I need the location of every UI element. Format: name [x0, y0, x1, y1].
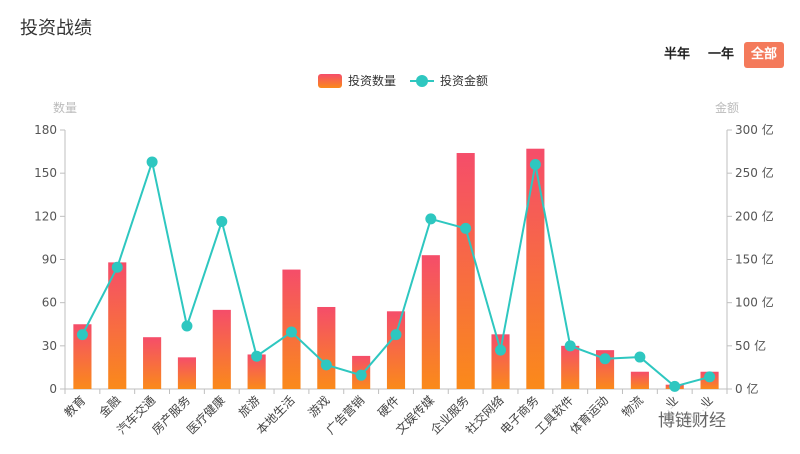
y-right-tick-label: 250 亿 — [735, 165, 774, 180]
watermark-text: 博链财经 — [654, 406, 730, 431]
y-right-tick-label: 50 亿 — [735, 338, 766, 353]
amount-point-本地生活 — [285, 326, 297, 338]
amount-point-游戏 — [320, 359, 332, 371]
x-tick-label: 硬件 — [375, 393, 402, 420]
amount-point-文娱传媒 — [425, 213, 437, 225]
y-axis-right-label: 金额 — [715, 100, 739, 115]
y-left-tick-label: 120 — [34, 209, 57, 223]
all-button[interactable]: 全部 — [744, 42, 784, 68]
half-year-button[interactable]: 半年 — [663, 47, 690, 62]
bar-文娱传媒 — [421, 255, 440, 389]
amount-point-工具软件 — [564, 340, 576, 352]
legend-bar-swatch — [318, 74, 342, 88]
bar-社交网络 — [491, 334, 510, 389]
y-left-tick-label: 90 — [42, 253, 57, 267]
y-right-tick-label: 200 亿 — [735, 208, 774, 223]
bar-旅游 — [247, 354, 266, 389]
amount-point-…业 — [669, 380, 681, 392]
y-right-tick-label: 100 亿 — [735, 295, 774, 310]
x-tick-label: 体育运动 — [567, 393, 612, 438]
page-title: 投资战绩 — [20, 18, 92, 39]
y-left-tick-label: 150 — [34, 166, 57, 180]
bar-硬件 — [386, 311, 406, 389]
y-left-tick-label: 0 — [49, 382, 57, 396]
x-tick-label: 金融 — [96, 393, 124, 421]
y-right-tick-label: 0 亿 — [735, 381, 758, 396]
amount-point-社交网络 — [495, 344, 507, 356]
bar-企业服务 — [456, 153, 475, 389]
bar-物流 — [630, 371, 649, 389]
x-tick-label: 教育 — [61, 393, 89, 421]
amount-point-物流 — [634, 351, 646, 363]
y-axis-left-label: 数量 — [53, 100, 77, 115]
y-left-tick-label: 60 — [42, 296, 57, 310]
legend-label-amount: 投资金额 — [440, 74, 489, 88]
y-left-tick-label: 30 — [42, 339, 57, 353]
amount-point-金融 — [111, 261, 123, 273]
amount-point-医疗健康 — [216, 216, 228, 228]
bar-游戏 — [317, 306, 336, 389]
amount-point-新…业 — [704, 371, 716, 383]
bar-工具软件 — [561, 345, 580, 389]
bar-医疗健康 — [212, 309, 231, 389]
y-right-tick-label: 300 亿 — [735, 122, 774, 137]
x-tick-label: 旅游 — [236, 393, 263, 420]
x-tick-label: 本地生活 — [254, 393, 298, 437]
amount-point-旅游 — [251, 350, 263, 362]
amount-point-电子商务 — [529, 159, 541, 171]
bar-电子商务 — [526, 148, 545, 389]
y-right-tick-label: 150 亿 — [735, 252, 774, 267]
bar-汽车交通 — [143, 337, 162, 389]
bar-教育 — [73, 324, 92, 389]
bar-房产服务 — [177, 357, 197, 389]
amount-point-企业服务 — [460, 222, 472, 234]
amount-point-房产服务 — [181, 320, 193, 332]
amount-point-广告营销 — [355, 369, 367, 381]
legend-line-swatch — [410, 75, 434, 87]
x-tick-label: 游戏 — [306, 393, 333, 420]
x-tick-label: 医疗健康 — [183, 393, 228, 438]
x-tick-label: 物流 — [619, 393, 646, 420]
bar-金融 — [108, 262, 127, 389]
amount-point-体育运动 — [599, 353, 611, 365]
amount-point-硬件 — [390, 329, 402, 341]
amount-point-教育 — [76, 329, 88, 341]
y-left-tick-label: 180 — [34, 123, 57, 137]
amount-point-汽车交通 — [146, 156, 158, 168]
x-tick-label: 广告营销 — [323, 393, 367, 437]
legend-label-count: 投资数量 — [348, 74, 397, 88]
one-year-button[interactable]: 一年 — [707, 47, 734, 62]
